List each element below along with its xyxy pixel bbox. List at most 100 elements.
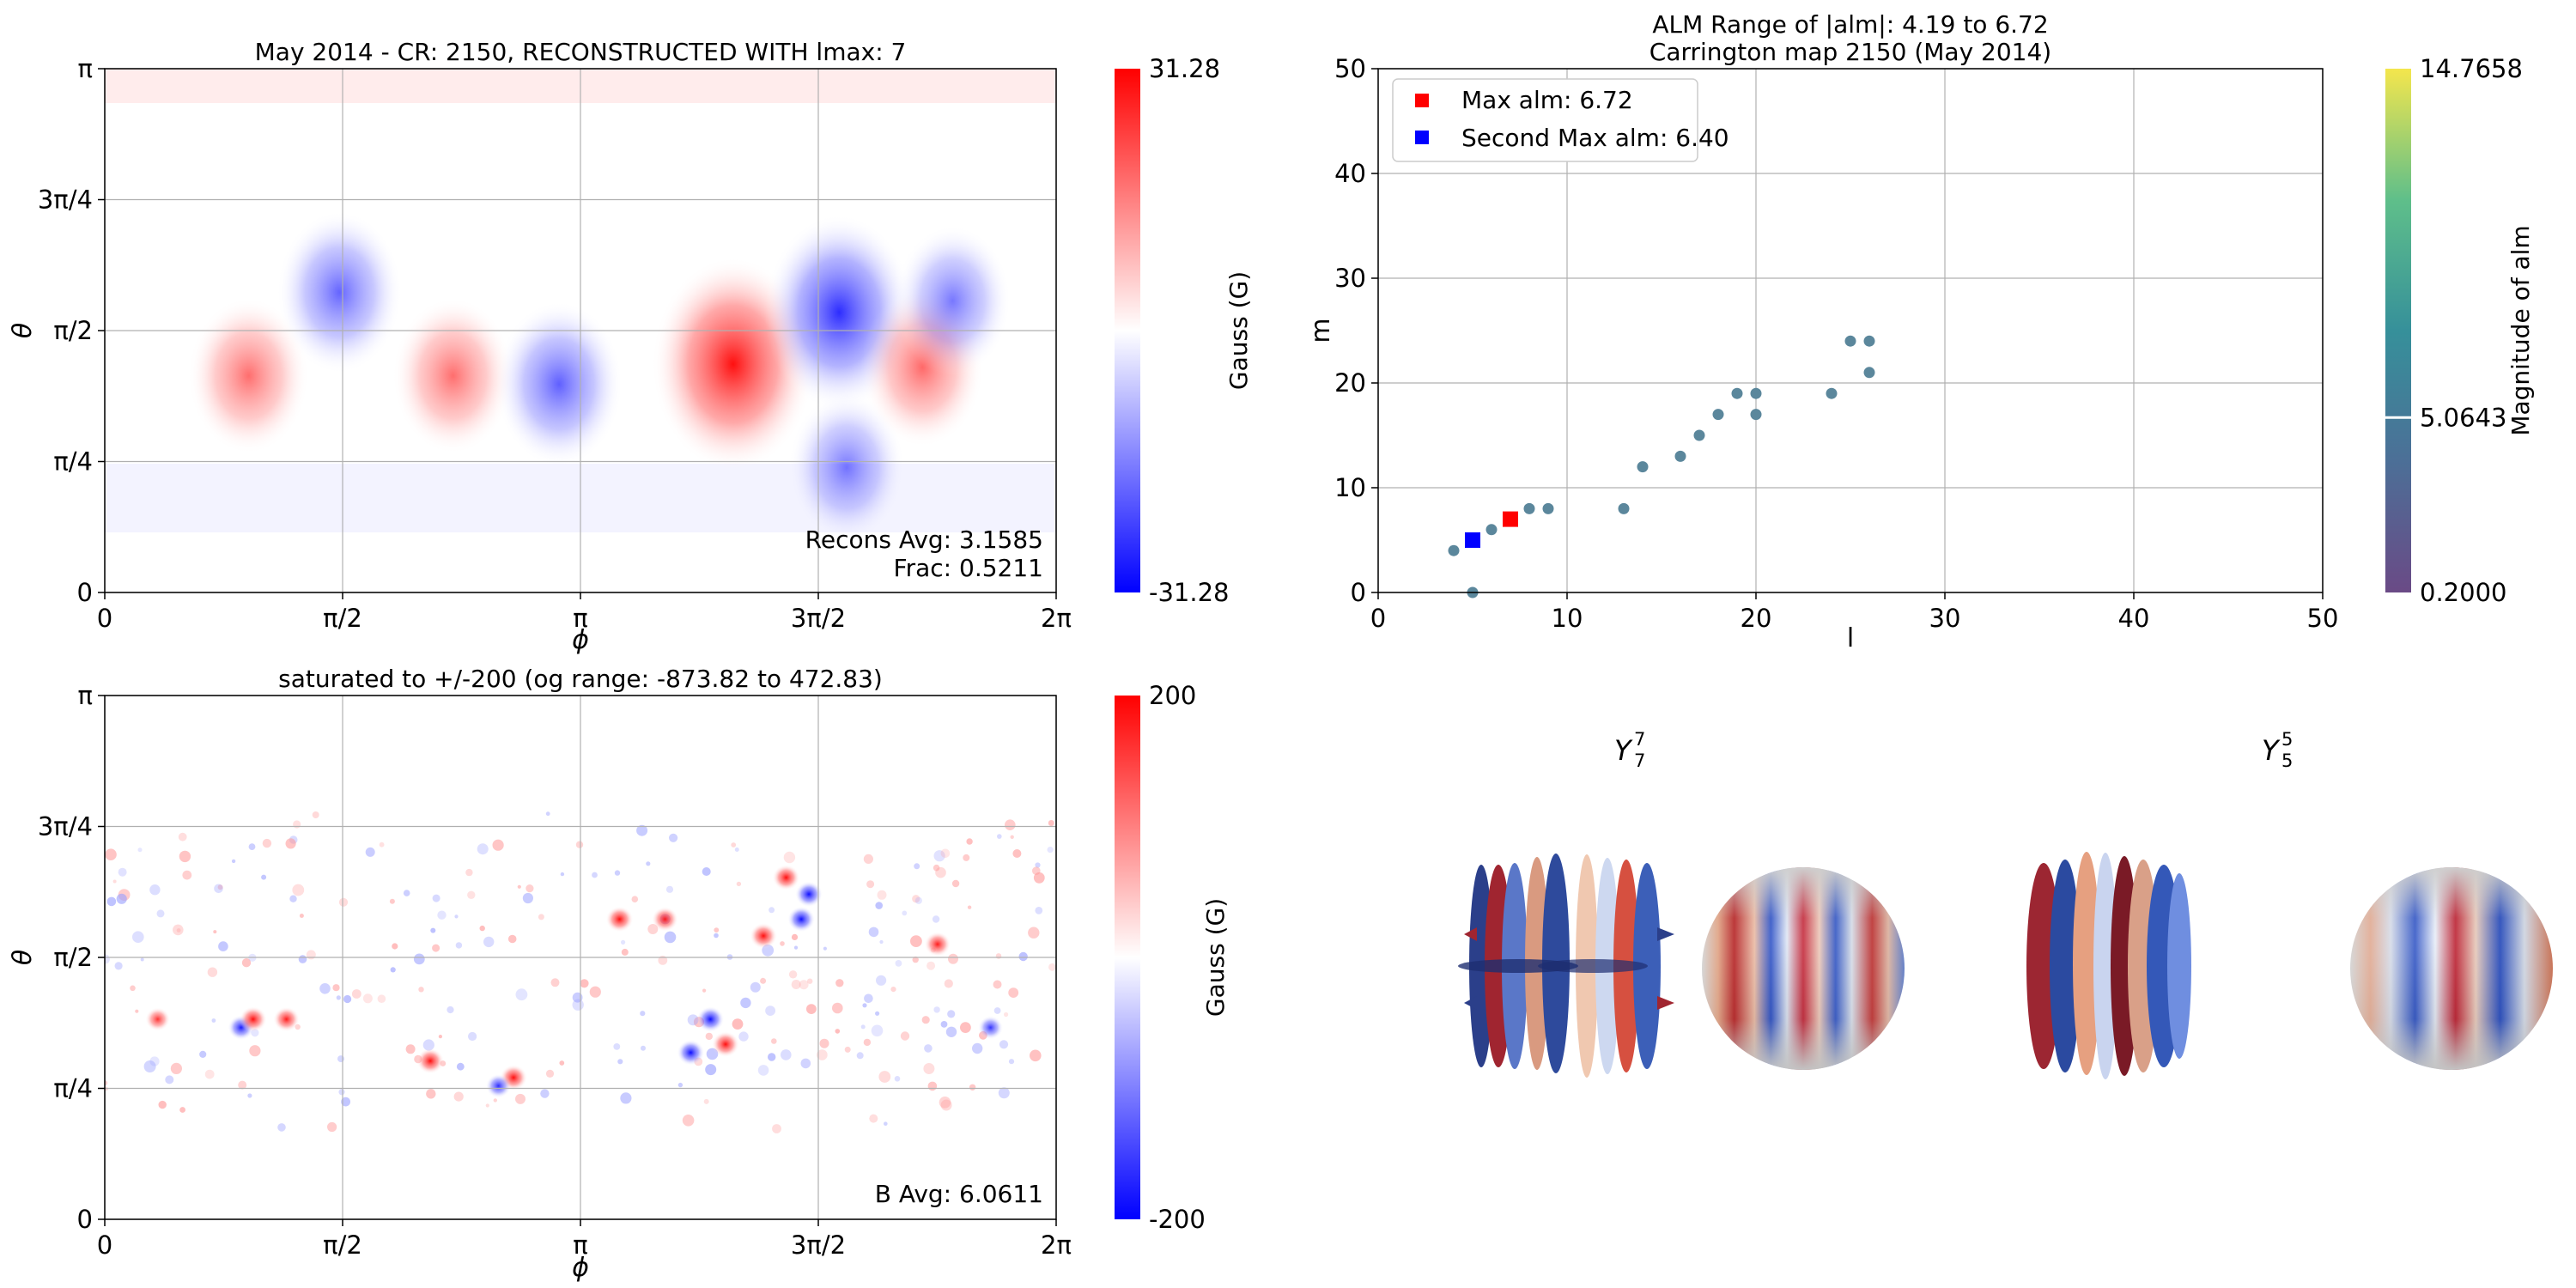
heatmap2-speckle-dot (277, 1123, 286, 1132)
heatmap1-y-label: θ (8, 323, 38, 338)
heatmap2-speckle-dot (343, 994, 352, 1004)
heatmap2-speckle-dot (389, 898, 395, 904)
heatmap2-speckle-dot (963, 854, 970, 861)
heatmap2-speckle-dot (927, 1081, 938, 1091)
heatmap2-speckle-dot (869, 1114, 878, 1123)
heatmap2-speckle-dot (940, 1021, 948, 1028)
heatmap2-speckle-dot (522, 892, 534, 904)
heatmap2-speckle-dot (793, 945, 799, 950)
heatmap2-speckle-dot (293, 820, 301, 829)
heatmap1-x-tick-label: π (573, 604, 587, 633)
heatmap2-speckle-dot (453, 1091, 464, 1102)
heatmap2-speckle-dot (772, 1124, 781, 1133)
heatmap2-y-tick-label: 3π/4 (38, 812, 93, 841)
heatmap2-speckle-dot (426, 1089, 436, 1099)
harmonic-y55-subscript: 5 (2281, 750, 2293, 771)
heatmap2-speckle-dot (863, 1038, 872, 1047)
heatmap2-speckle-dot (927, 961, 936, 970)
heatmap2-speckle-dot (580, 979, 589, 988)
heatmap2-speckle-dot (1005, 819, 1016, 830)
heatmap2-speckle-dot (631, 896, 639, 902)
heatmap1-annotation-avg: Recons Avg: 3.1585 (805, 526, 1043, 554)
scatter-y-tick-label: 50 (1334, 54, 1366, 83)
heatmap2-speckle-dot (143, 1060, 156, 1072)
heatmap2-speckle-dot (621, 939, 626, 945)
heatmap2-speckle-dot (993, 1007, 1001, 1014)
heatmap1-feature (392, 297, 513, 454)
heatmap2-speckle-dot (947, 1010, 956, 1018)
heatmap2-speckle-dot (456, 1062, 465, 1071)
heatmap2-speckle-dot (640, 1011, 646, 1017)
scatter-colorbar-label: Magnitude of alm (2506, 225, 2535, 435)
heatmap2-speckle-dot (868, 927, 879, 938)
scatter-x-tick-label: 20 (1741, 604, 1772, 633)
heatmap2-y-tick-label: π/2 (53, 943, 93, 972)
heatmap2-speckle-dot (105, 954, 110, 964)
heatmap2-speckle-dot (105, 1080, 108, 1086)
heatmap2-speckle-dot (306, 950, 316, 960)
scatter-max-alm-marker (1503, 511, 1518, 527)
heatmap2-speckle-dot (485, 1103, 489, 1108)
heatmap2-speckle-dot (338, 1089, 345, 1096)
heatmap2-speckle-dot (179, 1107, 186, 1113)
heatmap2-feature (794, 881, 823, 908)
heatmap2-speckle-dot (165, 1075, 174, 1084)
heatmap2-speckle-dot (658, 956, 668, 965)
heatmap2-speckle-dot (114, 962, 123, 970)
heatmap2-speckle-dot (682, 1115, 695, 1127)
heatmap2-speckle-dot (665, 885, 674, 893)
heatmap2-speckle-dot (337, 1055, 344, 1063)
heatmap2-speckle-dot (1018, 951, 1028, 962)
heatmap2-speckle-dot (1035, 862, 1041, 868)
heatmap2-speckle-dot (430, 927, 436, 933)
heatmap2-speckle-dot (262, 838, 272, 848)
heatmap2-speckle-dot (538, 914, 544, 920)
heatmap2-speckle-dot (112, 879, 117, 884)
saturated-heatmap-panel: saturated to +/-200 (og range: -873.82 t… (8, 665, 1230, 1283)
scatter-y-tick-label: 30 (1334, 264, 1366, 293)
heatmap2-speckle-dot (835, 979, 844, 987)
heatmap2-x-tick-label: π/2 (323, 1230, 362, 1260)
scatter-point (1448, 544, 1460, 556)
heatmap2-speckle-dot (156, 909, 165, 918)
heatmap2-feature (485, 1073, 512, 1098)
legend-box (1392, 78, 1698, 162)
heatmap2-speckle-dot (211, 1018, 216, 1023)
heatmap2-speckle-dot (238, 1080, 247, 1090)
heatmap2-speckle-dot (292, 884, 305, 896)
scatter-x-label: l (1847, 623, 1854, 653)
heatmap2-speckle-dot (933, 850, 945, 862)
heatmap1-x-ticks: 0 π/2 π 3π/2 2π (97, 592, 1072, 633)
heatmap2-speckle-dot (341, 1097, 350, 1107)
heatmap2-speckle-dot (617, 1059, 623, 1065)
heatmap2-speckle-dot (902, 910, 908, 916)
heatmap2-speckle-dot (860, 1024, 866, 1030)
heatmap2-speckle-dot (884, 1121, 888, 1126)
heatmap2-speckle-dot (703, 1098, 709, 1104)
heatmap2-speckle-dot (437, 910, 447, 920)
heatmap2-speckle-dot (780, 941, 785, 946)
scatter-point (1712, 409, 1724, 421)
scatter-colorbar (2385, 69, 2411, 592)
heatmap2-feature (273, 1006, 301, 1032)
heatmap2-speckle-dot (173, 924, 184, 936)
heatmap2-speckle-dot (636, 824, 648, 836)
heatmap2-speckle-dot (736, 881, 742, 887)
heatmap2-speckle-dot (972, 1042, 983, 1054)
heatmap2-speckle-dot (1010, 835, 1014, 839)
heatmap2-speckle-dot (966, 838, 973, 845)
heatmap2-speckle-dot (702, 988, 707, 993)
heatmap2-speckle-dot (204, 1069, 215, 1079)
heatmap2-speckle-dot (1028, 927, 1040, 939)
heatmap2-speckle-dot (199, 1050, 207, 1058)
heatmap2-speckle-dot (910, 935, 922, 947)
heatmap2-speckle-dot (249, 1045, 261, 1057)
heatmap2-speckle-dot (732, 1018, 744, 1030)
scatter-point (1844, 335, 1856, 347)
heatmap2-speckle-dot (969, 1084, 976, 1091)
heatmap2-speckle-dot (921, 1016, 930, 1024)
heatmap2-speckle-dot (875, 902, 883, 909)
heatmap2-speckle-dot (750, 981, 761, 993)
heatmap2-speckle-dot (560, 872, 565, 877)
